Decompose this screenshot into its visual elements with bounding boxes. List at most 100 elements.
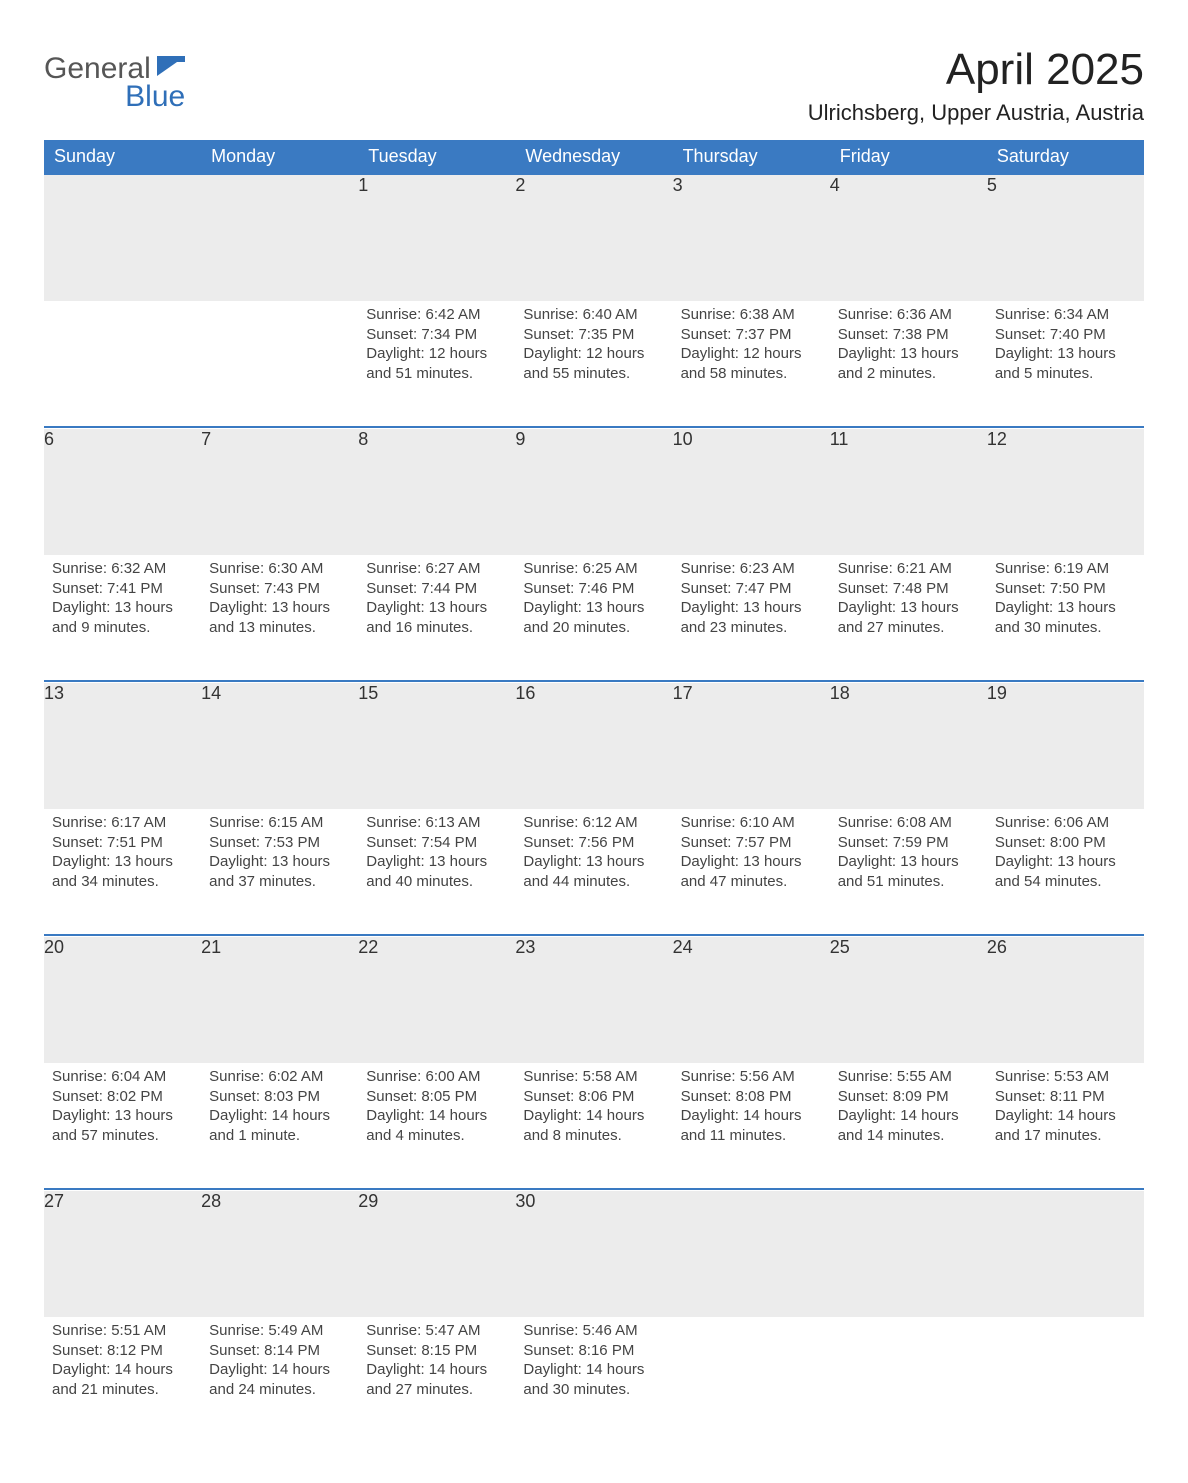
day-cell: Sunrise: 6:15 AMSunset: 7:53 PMDaylight:…	[201, 809, 358, 935]
day-number-cell: 22	[358, 937, 515, 1063]
day-cell: Sunrise: 6:10 AMSunset: 7:57 PMDaylight:…	[673, 809, 830, 935]
sunset-text: Sunset: 7:38 PM	[838, 325, 979, 345]
daylight-text: Daylight: 13 hours and 30 minutes.	[995, 598, 1136, 637]
day-cell: Sunrise: 6:13 AMSunset: 7:54 PMDaylight:…	[358, 809, 515, 935]
daylight-text: Daylight: 13 hours and 2 minutes.	[838, 344, 979, 383]
day-body: Sunrise: 6:36 AMSunset: 7:38 PMDaylight:…	[830, 301, 987, 391]
day-number-cell: 24	[673, 937, 830, 1063]
day-body: Sunrise: 6:15 AMSunset: 7:53 PMDaylight:…	[201, 809, 358, 899]
day-cell: Sunrise: 6:17 AMSunset: 7:51 PMDaylight:…	[44, 809, 201, 935]
sunset-text: Sunset: 7:35 PM	[523, 325, 664, 345]
daylight-text: Daylight: 13 hours and 9 minutes.	[52, 598, 193, 637]
weekday-header: Thursday	[673, 140, 830, 175]
sunset-text: Sunset: 8:02 PM	[52, 1087, 193, 1107]
day-cell: Sunrise: 5:53 AMSunset: 8:11 PMDaylight:…	[987, 1063, 1144, 1189]
sunset-text: Sunset: 8:11 PM	[995, 1087, 1136, 1107]
day-number-cell	[830, 1191, 987, 1317]
day-number-cell: 28	[201, 1191, 358, 1317]
day-cell: Sunrise: 6:36 AMSunset: 7:38 PMDaylight:…	[830, 301, 987, 427]
sunrise-text: Sunrise: 6:38 AM	[681, 305, 822, 325]
daylight-text: Daylight: 13 hours and 44 minutes.	[523, 852, 664, 891]
calendar-page: General Blue April 2025 Ulrichsberg, Upp…	[0, 0, 1188, 1483]
day-body: Sunrise: 5:56 AMSunset: 8:08 PMDaylight:…	[673, 1063, 830, 1153]
day-cell: Sunrise: 6:27 AMSunset: 7:44 PMDaylight:…	[358, 555, 515, 681]
week-row: Sunrise: 6:17 AMSunset: 7:51 PMDaylight:…	[44, 809, 1144, 935]
daylight-text: Daylight: 14 hours and 14 minutes.	[838, 1106, 979, 1145]
weekday-header: Tuesday	[358, 140, 515, 175]
day-body: Sunrise: 6:27 AMSunset: 7:44 PMDaylight:…	[358, 555, 515, 645]
sunrise-text: Sunrise: 5:49 AM	[209, 1321, 350, 1341]
sunrise-text: Sunrise: 5:58 AM	[523, 1067, 664, 1087]
day-cell: Sunrise: 6:25 AMSunset: 7:46 PMDaylight:…	[515, 555, 672, 681]
day-body: Sunrise: 5:51 AMSunset: 8:12 PMDaylight:…	[44, 1317, 201, 1407]
day-body: Sunrise: 6:17 AMSunset: 7:51 PMDaylight:…	[44, 809, 201, 899]
daylight-text: Daylight: 14 hours and 1 minute.	[209, 1106, 350, 1145]
day-cell: Sunrise: 6:21 AMSunset: 7:48 PMDaylight:…	[830, 555, 987, 681]
day-number-cell: 11	[830, 429, 987, 555]
day-number-cell	[201, 175, 358, 301]
daylight-text: Daylight: 14 hours and 30 minutes.	[523, 1360, 664, 1399]
day-body: Sunrise: 6:13 AMSunset: 7:54 PMDaylight:…	[358, 809, 515, 899]
sunrise-text: Sunrise: 6:00 AM	[366, 1067, 507, 1087]
daylight-text: Daylight: 12 hours and 58 minutes.	[681, 344, 822, 383]
sunrise-text: Sunrise: 6:27 AM	[366, 559, 507, 579]
day-body: Sunrise: 6:21 AMSunset: 7:48 PMDaylight:…	[830, 555, 987, 645]
day-body: Sunrise: 6:19 AMSunset: 7:50 PMDaylight:…	[987, 555, 1144, 645]
day-number-cell: 13	[44, 683, 201, 809]
daylight-text: Daylight: 13 hours and 16 minutes.	[366, 598, 507, 637]
sunset-text: Sunset: 8:12 PM	[52, 1341, 193, 1361]
logo-word-blue: Blue	[44, 82, 185, 112]
day-number-cell: 27	[44, 1191, 201, 1317]
daylight-text: Daylight: 12 hours and 51 minutes.	[366, 344, 507, 383]
weekday-header: Sunday	[44, 140, 201, 175]
daylight-text: Daylight: 13 hours and 47 minutes.	[681, 852, 822, 891]
sunset-text: Sunset: 7:54 PM	[366, 833, 507, 853]
daylight-text: Daylight: 12 hours and 55 minutes.	[523, 344, 664, 383]
day-number-cell: 30	[515, 1191, 672, 1317]
day-cell: Sunrise: 6:42 AMSunset: 7:34 PMDaylight:…	[358, 301, 515, 427]
sunrise-text: Sunrise: 6:34 AM	[995, 305, 1136, 325]
day-number-row: 13141516171819	[44, 683, 1144, 809]
sunset-text: Sunset: 7:57 PM	[681, 833, 822, 853]
day-body: Sunrise: 5:53 AMSunset: 8:11 PMDaylight:…	[987, 1063, 1144, 1153]
day-number-cell: 14	[201, 683, 358, 809]
logo: General Blue	[44, 32, 185, 112]
day-body: Sunrise: 6:02 AMSunset: 8:03 PMDaylight:…	[201, 1063, 358, 1153]
daylight-text: Daylight: 13 hours and 40 minutes.	[366, 852, 507, 891]
day-number-cell: 29	[358, 1191, 515, 1317]
day-number-cell: 6	[44, 429, 201, 555]
day-number-cell	[673, 1191, 830, 1317]
sunrise-text: Sunrise: 5:53 AM	[995, 1067, 1136, 1087]
sunrise-text: Sunrise: 6:04 AM	[52, 1067, 193, 1087]
day-cell: Sunrise: 6:00 AMSunset: 8:05 PMDaylight:…	[358, 1063, 515, 1189]
day-number-cell	[987, 1191, 1144, 1317]
daylight-text: Daylight: 14 hours and 24 minutes.	[209, 1360, 350, 1399]
sunset-text: Sunset: 8:16 PM	[523, 1341, 664, 1361]
day-cell: Sunrise: 5:46 AMSunset: 8:16 PMDaylight:…	[515, 1317, 672, 1443]
sunrise-text: Sunrise: 5:55 AM	[838, 1067, 979, 1087]
day-number-cell: 5	[987, 175, 1144, 301]
weekday-header: Friday	[830, 140, 987, 175]
logo-wordmark: General Blue	[44, 52, 185, 112]
day-cell: Sunrise: 6:30 AMSunset: 7:43 PMDaylight:…	[201, 555, 358, 681]
day-cell: Sunrise: 5:56 AMSunset: 8:08 PMDaylight:…	[673, 1063, 830, 1189]
weekday-header: Saturday	[987, 140, 1144, 175]
day-cell	[673, 1317, 830, 1443]
day-number-cell: 19	[987, 683, 1144, 809]
day-number-cell	[44, 175, 201, 301]
day-number-row: 12345	[44, 175, 1144, 301]
logo-flag-icon	[157, 56, 185, 83]
day-cell: Sunrise: 6:34 AMSunset: 7:40 PMDaylight:…	[987, 301, 1144, 427]
sunrise-text: Sunrise: 5:46 AM	[523, 1321, 664, 1341]
day-number-row: 20212223242526	[44, 937, 1144, 1063]
daylight-text: Daylight: 13 hours and 54 minutes.	[995, 852, 1136, 891]
sunrise-text: Sunrise: 6:30 AM	[209, 559, 350, 579]
day-body: Sunrise: 6:40 AMSunset: 7:35 PMDaylight:…	[515, 301, 672, 391]
location-subtitle: Ulrichsberg, Upper Austria, Austria	[808, 100, 1144, 126]
sunrise-text: Sunrise: 6:19 AM	[995, 559, 1136, 579]
day-body: Sunrise: 6:10 AMSunset: 7:57 PMDaylight:…	[673, 809, 830, 899]
calendar-table: SundayMondayTuesdayWednesdayThursdayFrid…	[44, 140, 1144, 1443]
day-body: Sunrise: 5:58 AMSunset: 8:06 PMDaylight:…	[515, 1063, 672, 1153]
day-number-cell: 20	[44, 937, 201, 1063]
sunset-text: Sunset: 7:53 PM	[209, 833, 350, 853]
